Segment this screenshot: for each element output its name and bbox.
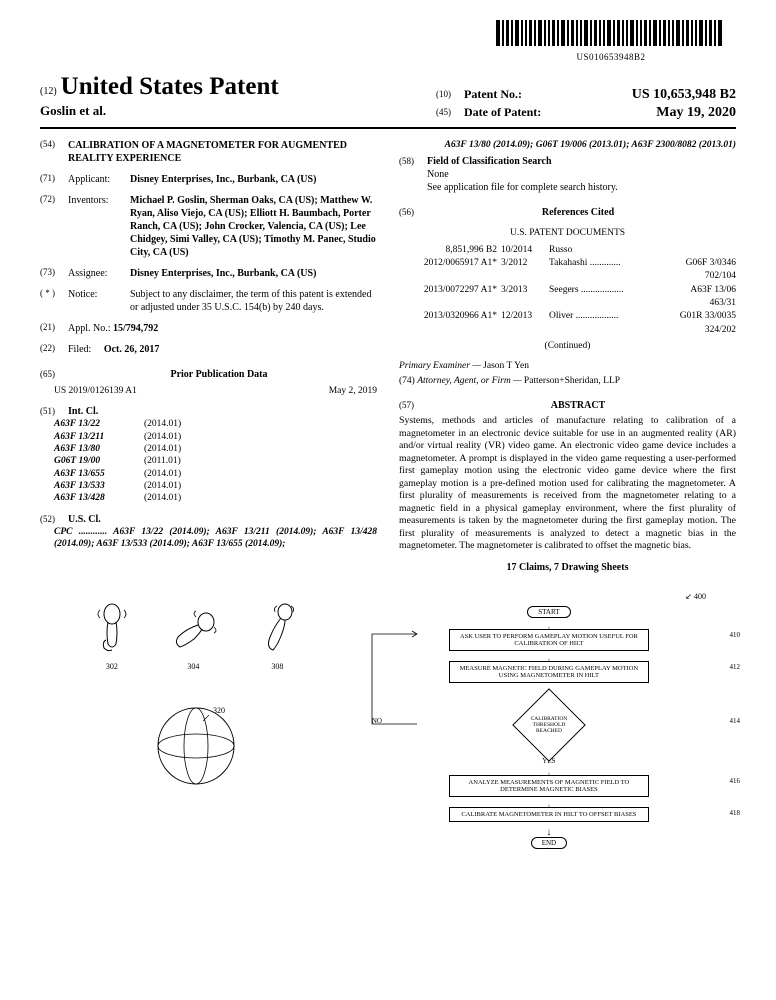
flow-step-3: ANALYZE MEASUREMENTS OF MAGNETIC FIELD T…	[449, 775, 649, 797]
refs-sub: U.S. PATENT DOCUMENTS	[399, 227, 736, 239]
claims-line: 17 Claims, 7 Drawing Sheets	[399, 561, 736, 574]
sphere-icon: 320	[151, 701, 241, 791]
filed: Filed: Oct. 26, 2017	[68, 343, 377, 356]
f65-num: (65)	[40, 369, 68, 381]
notice: Subject to any disclaimer, the term of t…	[130, 288, 377, 314]
f22-num: (22)	[40, 343, 68, 356]
refs-head: References Cited	[430, 206, 727, 219]
f72-num: (72)	[40, 194, 68, 259]
motion-icon-1	[92, 602, 132, 657]
flow-start: START	[527, 606, 570, 618]
assignee: Disney Enterprises, Inc., Burbank, CA (U…	[130, 267, 377, 280]
prior-pub-date: May 2, 2019	[329, 385, 377, 397]
abstract-head: ABSTRACT	[430, 399, 727, 412]
flow-end: END	[531, 837, 567, 849]
f71-num: (71)	[40, 173, 68, 186]
examiner-row: Primary Examiner — Jason T Yen	[399, 360, 736, 372]
doc-title: United States Patent	[61, 73, 279, 100]
f73-label: Assignee:	[68, 267, 130, 280]
fig-num-304: 304	[158, 662, 229, 671]
cpc-text: CPC ............ A63F 13/22 (2014.09); A…	[40, 526, 377, 551]
body-columns: (54) CALIBRATION OF A MAGNETOMETER FOR A…	[40, 139, 736, 574]
patent-date-value: May 19, 2020	[656, 105, 736, 121]
barcode-text: US010653948B2	[496, 52, 726, 62]
patent-date-prefix: (45)	[436, 105, 464, 121]
fig-num-308: 308	[247, 662, 308, 671]
flow-step-1: ASK USER TO PERFORM GAMEPLAY MOTION USEF…	[449, 629, 649, 651]
flow-no-label: NO	[372, 717, 382, 725]
motion-icon-2	[166, 607, 221, 657]
patent-page: US010653948B2 (12) United States Patent …	[0, 0, 776, 880]
f52-num: (52)	[40, 514, 68, 526]
flow-step-2: MEASURE MAGNETIC FIELD DURING GAMEPLAY M…	[449, 661, 649, 683]
refs-continued: (Continued)	[399, 340, 736, 352]
header-rule	[40, 127, 736, 129]
flowchart: ↙ 400 START ASK USER TO PERFORM GAMEPLAY…	[362, 592, 736, 850]
intcl-list: A63F 13/22(2014.01)A63F 13/211(2014.01)A…	[40, 418, 377, 504]
f58-none: None	[399, 168, 736, 181]
intcl-label: Int. Cl.	[68, 406, 98, 417]
fstar-num: ( * )	[40, 288, 68, 314]
f21-num: (21)	[40, 322, 68, 335]
prior-pub-no: US 2019/0126139 A1	[54, 385, 329, 397]
f57-num: (57)	[399, 400, 427, 412]
fstar-label: Notice:	[68, 288, 130, 314]
patent-no-label: Patent No.:	[464, 87, 522, 103]
flow-decision: CALIBRATION THRESHOLD REACHED	[512, 688, 586, 762]
flow-step-4: CALIBRATE MAGNETOMETER IN HILT TO OFFSET…	[449, 807, 649, 822]
f58-num: (58)	[399, 156, 427, 168]
f54-num: (54)	[40, 139, 68, 165]
patent-no-value: US 10,653,948 B2	[632, 87, 736, 103]
f51-num: (51)	[40, 406, 68, 418]
f58-label: Field of Classification Search	[427, 156, 552, 167]
svg-text:320: 320	[213, 706, 225, 715]
barcode: US010653948B2	[496, 20, 726, 62]
right-column: A63F 13/80 (2014.09); G06T 19/006 (2013.…	[399, 139, 736, 574]
f71-label: Applicant:	[68, 173, 130, 186]
inventors-line: Goslin et al.	[40, 103, 436, 119]
uscl-label: U.S. Cl.	[68, 514, 101, 525]
f72-label: Inventors:	[68, 194, 130, 259]
motion-icon-3	[255, 602, 300, 657]
figure-area: 302 304	[40, 592, 736, 850]
applicant: Disney Enterprises, Inc., Burbank, CA (U…	[130, 173, 377, 186]
cpc-cont: A63F 13/80 (2014.09); G06T 19/006 (2013.…	[399, 139, 736, 151]
barcode-area: US010653948B2	[40, 20, 736, 65]
prior-pub-head: Prior Publication Data	[71, 368, 368, 381]
doc-prefix: (12)	[40, 86, 57, 97]
f56-num: (56)	[399, 207, 427, 219]
f73-num: (73)	[40, 267, 68, 280]
inventors: Michael P. Goslin, Sherman Oaks, CA (US)…	[130, 194, 377, 259]
invention-title: CALIBRATION OF A MAGNETOMETER FOR AUGMEN…	[68, 139, 377, 165]
refs-list: 8,851,996 B210/2014Russo2012/0065917 A1*…	[399, 244, 736, 336]
abstract-text: Systems, methods and articles of manufac…	[399, 415, 736, 553]
patent-date-label: Date of Patent:	[464, 105, 541, 121]
header: (12) United States Patent Goslin et al. …	[40, 73, 736, 123]
figure-motions: 302 304	[40, 592, 352, 850]
fig-num-302: 302	[84, 662, 140, 671]
left-column: (54) CALIBRATION OF A MAGNETOMETER FOR A…	[40, 139, 377, 574]
appl-no: Appl. No.: 15/794,792	[68, 322, 377, 335]
attorney-row: (74) Attorney, Agent, or Firm — Patterso…	[399, 375, 736, 387]
patent-no-prefix: (10)	[436, 87, 464, 103]
f58-see: See application file for complete search…	[399, 181, 736, 194]
